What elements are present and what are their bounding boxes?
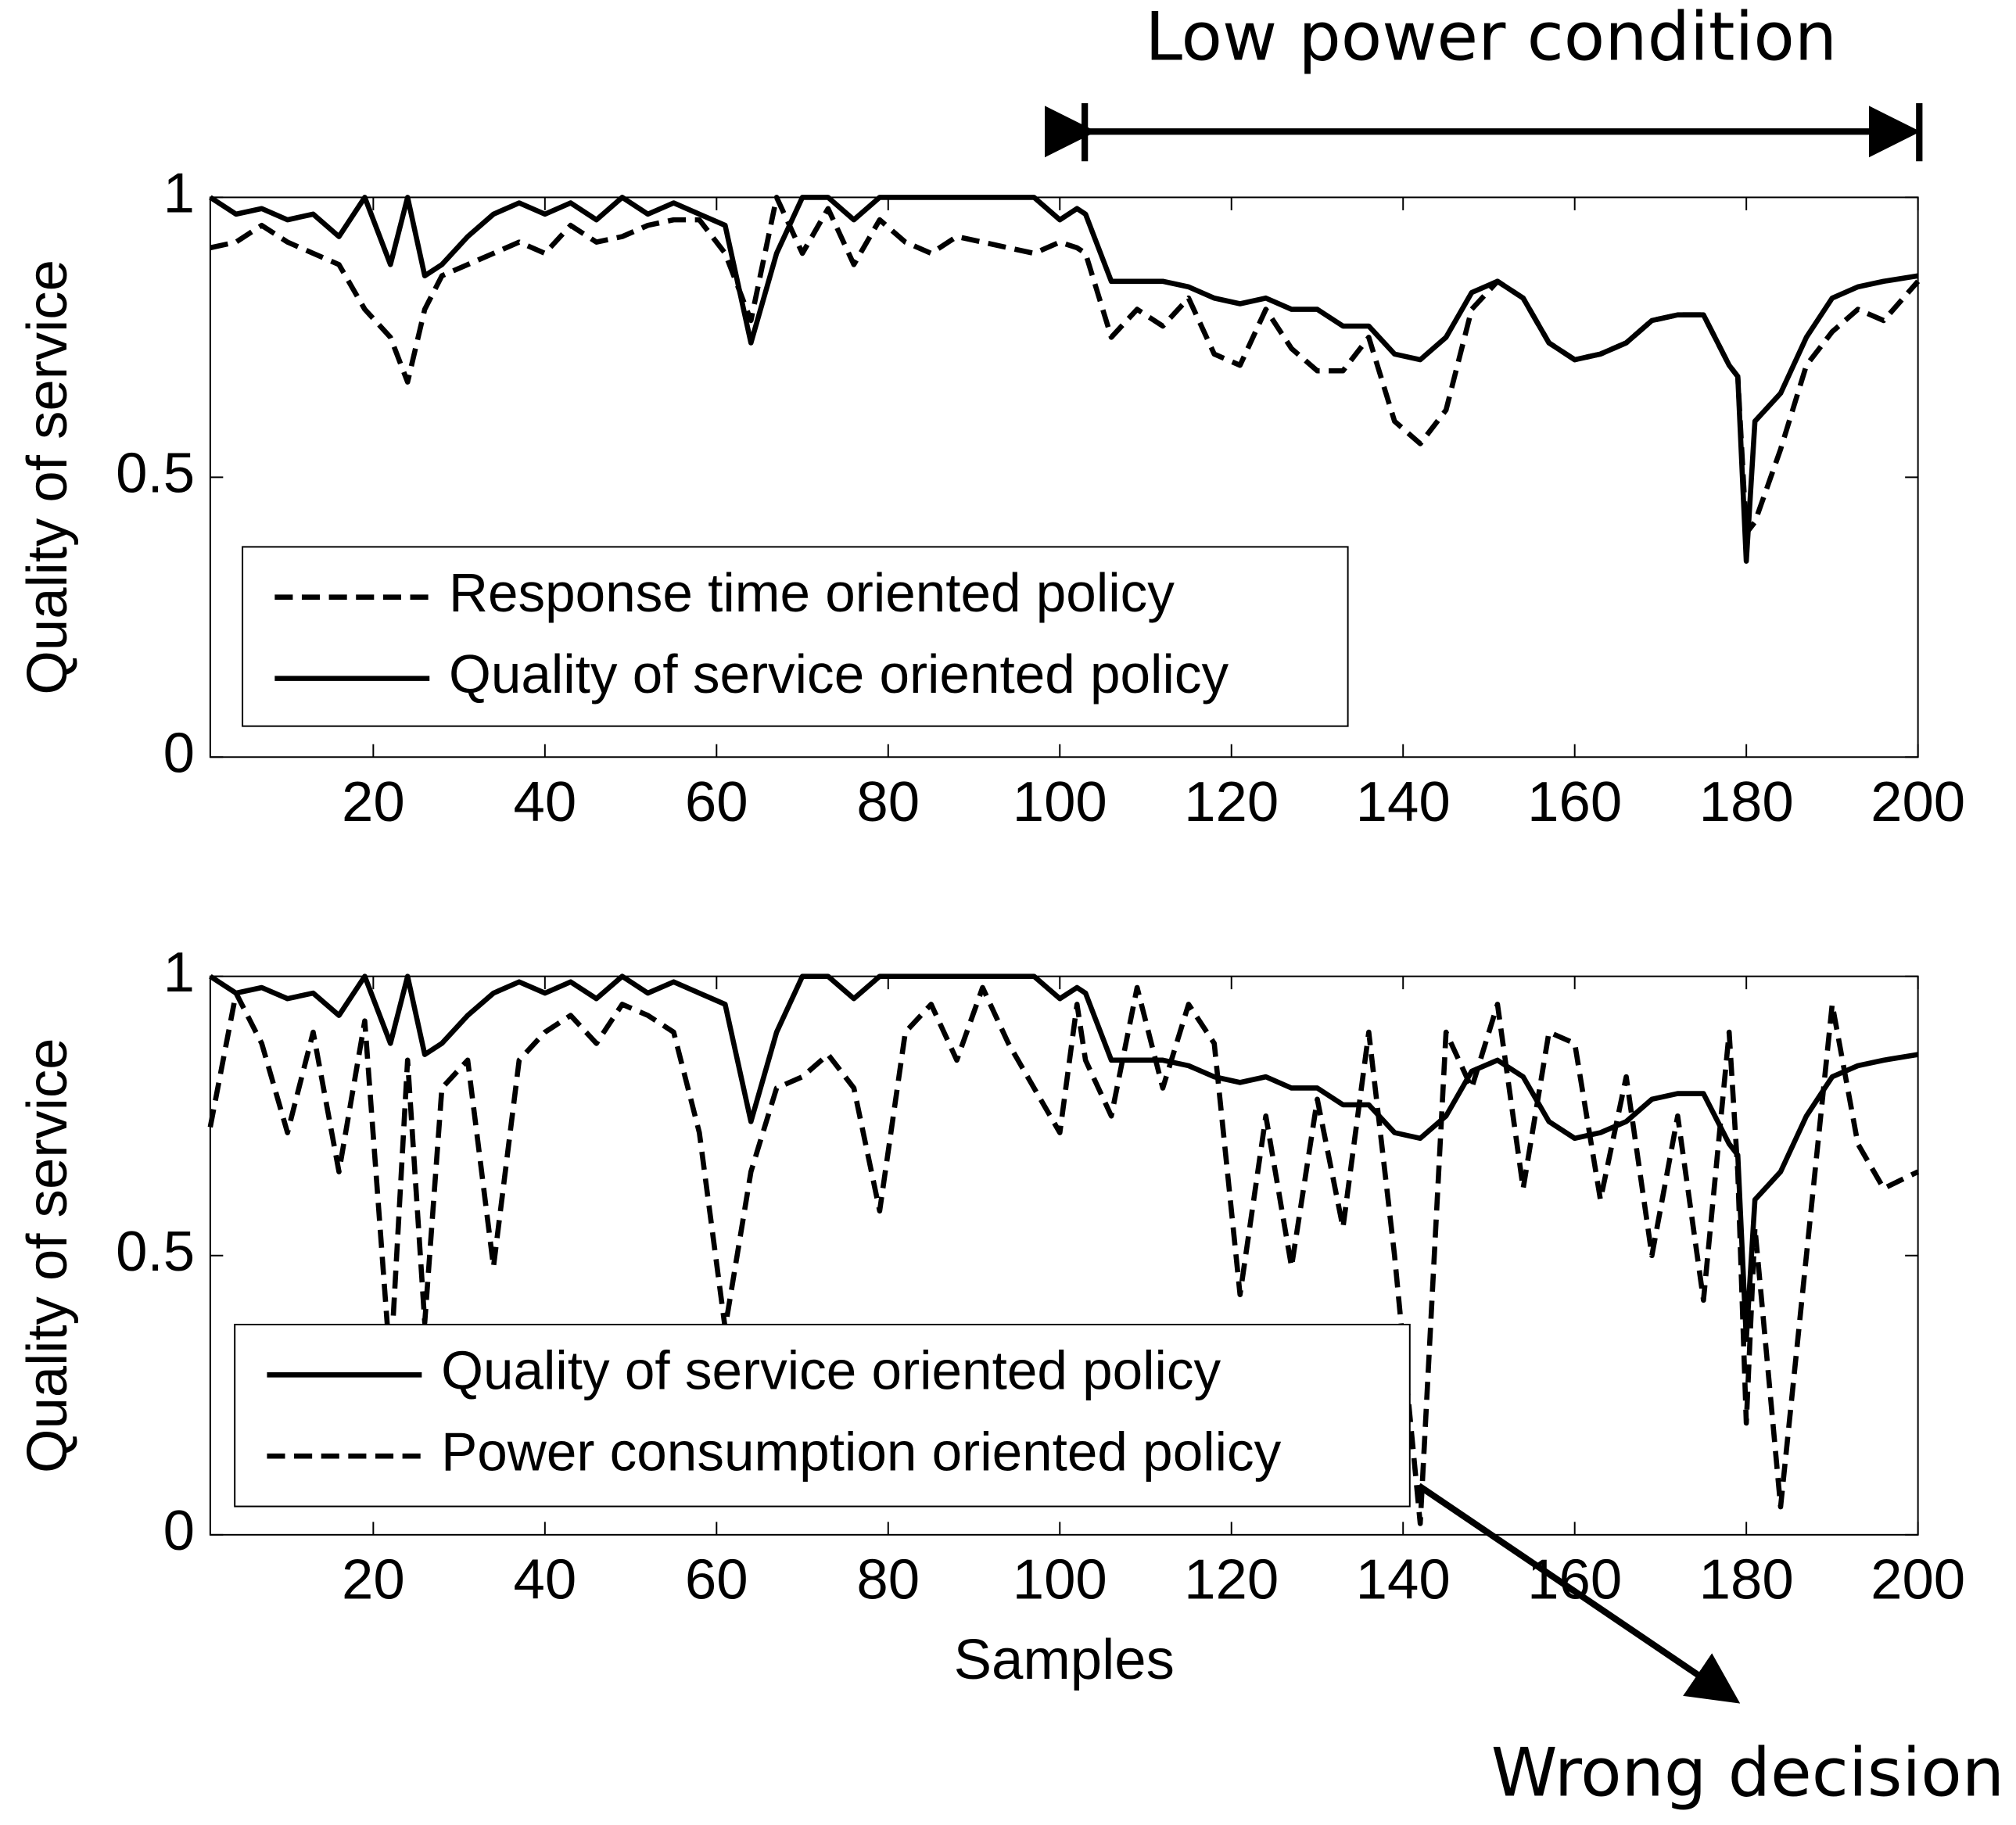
- x-tick-label: 200: [1871, 770, 1965, 834]
- x-tick-label: 120: [1184, 1548, 1279, 1612]
- y-tick-label: 1: [163, 162, 195, 225]
- y-axis-label: Quality of service: [16, 1038, 79, 1473]
- x-tick-label: 180: [1699, 770, 1794, 834]
- x-tick-label: 100: [1013, 1548, 1107, 1612]
- annotation-arrow: [1417, 1483, 1741, 1704]
- x-tick-label: 140: [1356, 770, 1451, 834]
- x-tick-label: 80: [856, 1548, 920, 1612]
- series-line: [209, 973, 1919, 1343]
- series-line: [209, 195, 1919, 565]
- legend-label: Quality of service oriented policy: [441, 1340, 1221, 1401]
- legend-label: Power consumption oriented policy: [441, 1422, 1282, 1483]
- x-tick-label: 60: [685, 1548, 748, 1612]
- x-tick-label: 40: [513, 1548, 576, 1612]
- y-tick-label: 1: [163, 941, 195, 1004]
- x-tick-label: 20: [342, 1548, 405, 1612]
- x-tick-label: 140: [1356, 1548, 1451, 1612]
- y-tick-label: 0: [163, 1499, 195, 1562]
- legend-label: Response time oriented policy: [449, 562, 1175, 623]
- annotation: Low power condition: [1145, 0, 1837, 76]
- x-tick-label: 100: [1013, 770, 1107, 834]
- series-line: [207, 984, 1920, 1526]
- y-axis-label: Quality of service: [16, 260, 79, 695]
- x-tick-label: 200: [1871, 1548, 1965, 1612]
- legend-box: [242, 546, 1349, 727]
- x-tick-label: 160: [1527, 770, 1622, 834]
- x-tick-label: 20: [342, 770, 405, 834]
- y-tick-label: 0.5: [116, 1220, 195, 1283]
- x-axis-label: Samples: [954, 1628, 1175, 1691]
- x-tick-label: 80: [856, 770, 920, 834]
- y-tick-label: 0.5: [116, 442, 195, 505]
- x-tick-label: 40: [513, 770, 576, 834]
- legend-box: [234, 1323, 1411, 1508]
- legend-label: Quality of service oriented policy: [449, 644, 1229, 705]
- x-tick-label: 120: [1184, 770, 1279, 834]
- y-tick-label: 0: [163, 721, 195, 784]
- x-tick-label: 180: [1699, 1548, 1794, 1612]
- annotation: Wrong decision: [1491, 1734, 2004, 1812]
- x-tick-label: 60: [685, 770, 748, 834]
- x-tick-label: 160: [1527, 1548, 1622, 1612]
